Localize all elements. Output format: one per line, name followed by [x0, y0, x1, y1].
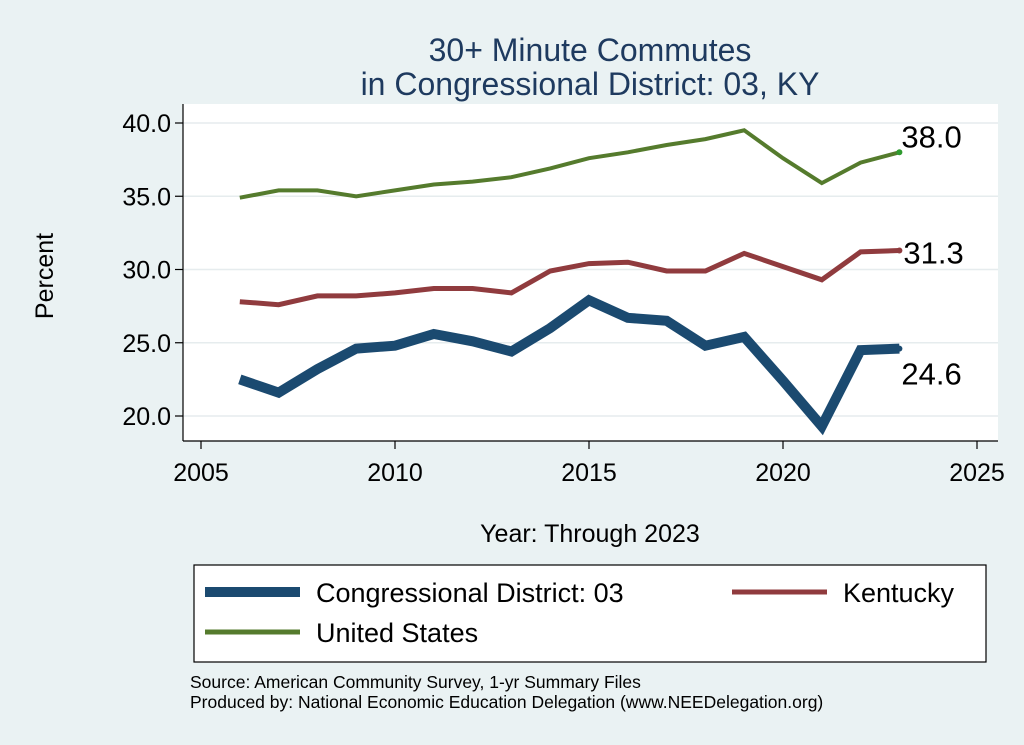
series-lines — [238, 128, 900, 436]
y-tick-label: 35.0 — [122, 183, 171, 211]
y-ticks: 20.0 25.0 30.0 35.0 40.0 — [122, 110, 183, 431]
axes — [182, 104, 998, 442]
plot-area — [183, 104, 998, 441]
y-axis-title: Percent — [31, 233, 59, 319]
end-labels: 24.6 31.3 38.0 — [896, 119, 964, 392]
x-tick-label: 2020 — [755, 459, 811, 487]
end-point-marker — [896, 149, 903, 156]
series-line-kentucky — [239, 248, 900, 308]
x-tick-label: 2025 — [949, 459, 1005, 487]
legend: Congressional District: 03 Kentucky Unit… — [193, 564, 987, 663]
x-tick-label: 2015 — [561, 459, 617, 487]
producer-note: Produced by: National Economic Education… — [190, 692, 823, 712]
y-tick-label: 40.0 — [122, 110, 171, 138]
end-point-marker — [896, 247, 903, 254]
x-ticks: 2005 2010 2015 2020 2025 — [173, 441, 1005, 487]
chart-title-line-1: 30+ Minute Commutes — [429, 32, 752, 68]
legend-box — [193, 564, 987, 663]
chart-title-line-2: in Congressional District: 03, KY — [361, 66, 820, 102]
x-tick-label: 2010 — [367, 459, 423, 487]
end-point-marker — [896, 345, 903, 352]
end-label-kentucky: 31.3 — [903, 235, 963, 270]
x-axis-title: Year: Through 2023 — [480, 520, 700, 548]
end-label-district: 24.6 — [901, 357, 961, 392]
grid-lines — [183, 122, 998, 417]
legend-label-district: Congressional District: 03 — [316, 578, 624, 608]
series-line-district — [238, 294, 900, 436]
series-line-us — [239, 128, 900, 200]
x-tick-label: 2005 — [173, 459, 229, 487]
legend-label-kentucky: Kentucky — [843, 578, 955, 608]
legend-label-us: United States — [316, 618, 478, 648]
y-tick-label: 25.0 — [122, 330, 171, 358]
y-tick-label: 30.0 — [122, 257, 171, 285]
source-note: Source: American Community Survey, 1-yr … — [190, 672, 641, 692]
y-tick-label: 20.0 — [122, 403, 171, 431]
end-label-us: 38.0 — [901, 119, 961, 154]
